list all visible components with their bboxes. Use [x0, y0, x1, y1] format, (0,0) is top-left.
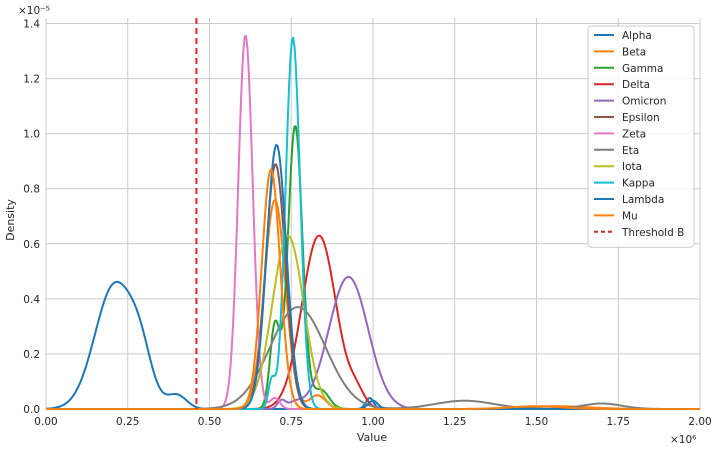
- y-tick-label: 1.0: [23, 129, 40, 141]
- y-tick-label: 0.6: [23, 239, 40, 251]
- legend-label-threshold-b: Threshold B: [621, 227, 684, 239]
- legend-label-beta: Beta: [622, 46, 646, 58]
- legend-label-delta: Delta: [622, 79, 650, 91]
- legend-label-zeta: Zeta: [622, 128, 646, 140]
- legend-label-kappa: Kappa: [622, 178, 655, 190]
- x-offset-label: ×10⁶: [670, 434, 696, 446]
- x-tick-label: 1.50: [525, 416, 548, 428]
- y-tick-label: 0.2: [23, 349, 40, 361]
- y-tick-label: 0.4: [23, 294, 40, 306]
- y-offset-label: ×10⁻⁵: [18, 5, 50, 17]
- x-tick-label: 2.00: [688, 416, 711, 428]
- legend-box: [587, 25, 695, 248]
- y-tick-label: 0.8: [23, 184, 40, 196]
- legend: Alpha Beta Gamma Delta Omicron Epsilon Zeta Eta…: [587, 25, 695, 248]
- x-tick-label: 0.00: [34, 416, 57, 428]
- legend-label-lambda: Lambda: [622, 194, 664, 206]
- x-tick-label: 1.00: [361, 416, 384, 428]
- legend-label-iota: Iota: [622, 161, 642, 173]
- legend-label-omicron: Omicron: [622, 96, 666, 108]
- legend-label-gamma: Gamma: [622, 63, 663, 75]
- legend-label-mu: Mu: [622, 210, 638, 222]
- legend-label-epsilon: Epsilon: [622, 112, 660, 124]
- y-tick-label: 0.0: [23, 404, 40, 416]
- x-tick-label: 0.25: [116, 416, 139, 428]
- axes: Value Density ×10⁻⁵ ×10⁶ 0.00 0.25 0.50 0.7…: [4, 5, 712, 446]
- x-tick-label: 1.75: [607, 416, 630, 428]
- y-tick-label: 1.4: [23, 19, 40, 31]
- y-axis-label: Density: [4, 199, 17, 241]
- x-axis-label: Value: [357, 431, 387, 444]
- x-tick-label: 0.75: [280, 416, 303, 428]
- legend-label-eta: Eta: [622, 145, 639, 157]
- legend-label-alpha: Alpha: [622, 30, 652, 42]
- x-tick-label: 1.25: [443, 416, 466, 428]
- series-lines: [45, 35, 700, 410]
- y-tick-label: 1.2: [23, 74, 40, 86]
- series-line-mu: [46, 168, 700, 410]
- x-tick-label: 0.50: [198, 416, 221, 428]
